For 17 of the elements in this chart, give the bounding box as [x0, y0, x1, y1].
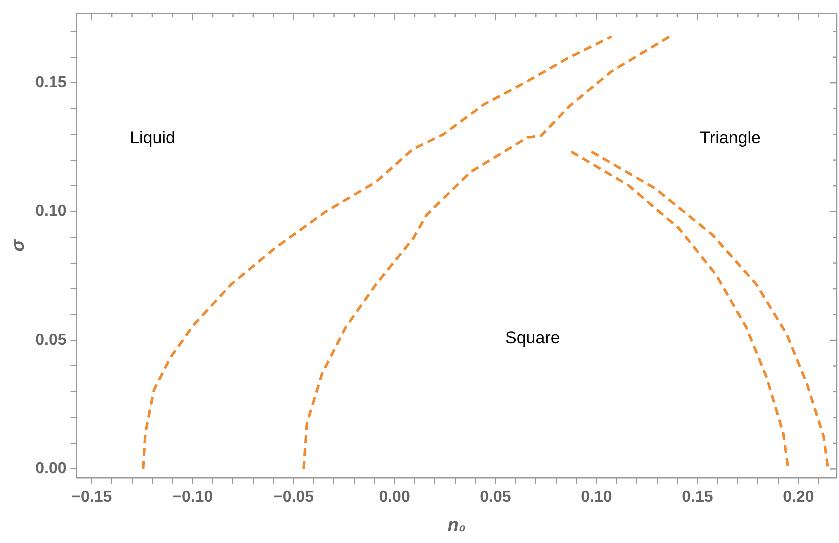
y-tick-label: 0.15	[36, 74, 67, 92]
x-tick-label: −0.15	[72, 489, 112, 506]
y-tick-label: 0.05	[36, 332, 67, 349]
y-axis-title: σ	[8, 238, 28, 252]
annotation: Triangle	[700, 128, 761, 148]
annotation: Square	[505, 328, 560, 348]
x-tick-label: 0.15	[682, 489, 714, 506]
x-tick-label: −0.10	[172, 489, 214, 506]
x-tick-label: −0.05	[274, 489, 314, 506]
x-tick-label: 0.00	[379, 489, 410, 506]
x-tick-label: 0.20	[783, 489, 814, 506]
x-tick-label: 0.05	[480, 489, 512, 506]
y-tick-label: 0.10	[36, 203, 67, 220]
x-axis-title: n₀	[448, 515, 466, 536]
y-tick-label: 0.00	[36, 460, 67, 478]
x-tick-label: 0.10	[581, 489, 612, 506]
annotation: Liquid	[130, 128, 176, 148]
